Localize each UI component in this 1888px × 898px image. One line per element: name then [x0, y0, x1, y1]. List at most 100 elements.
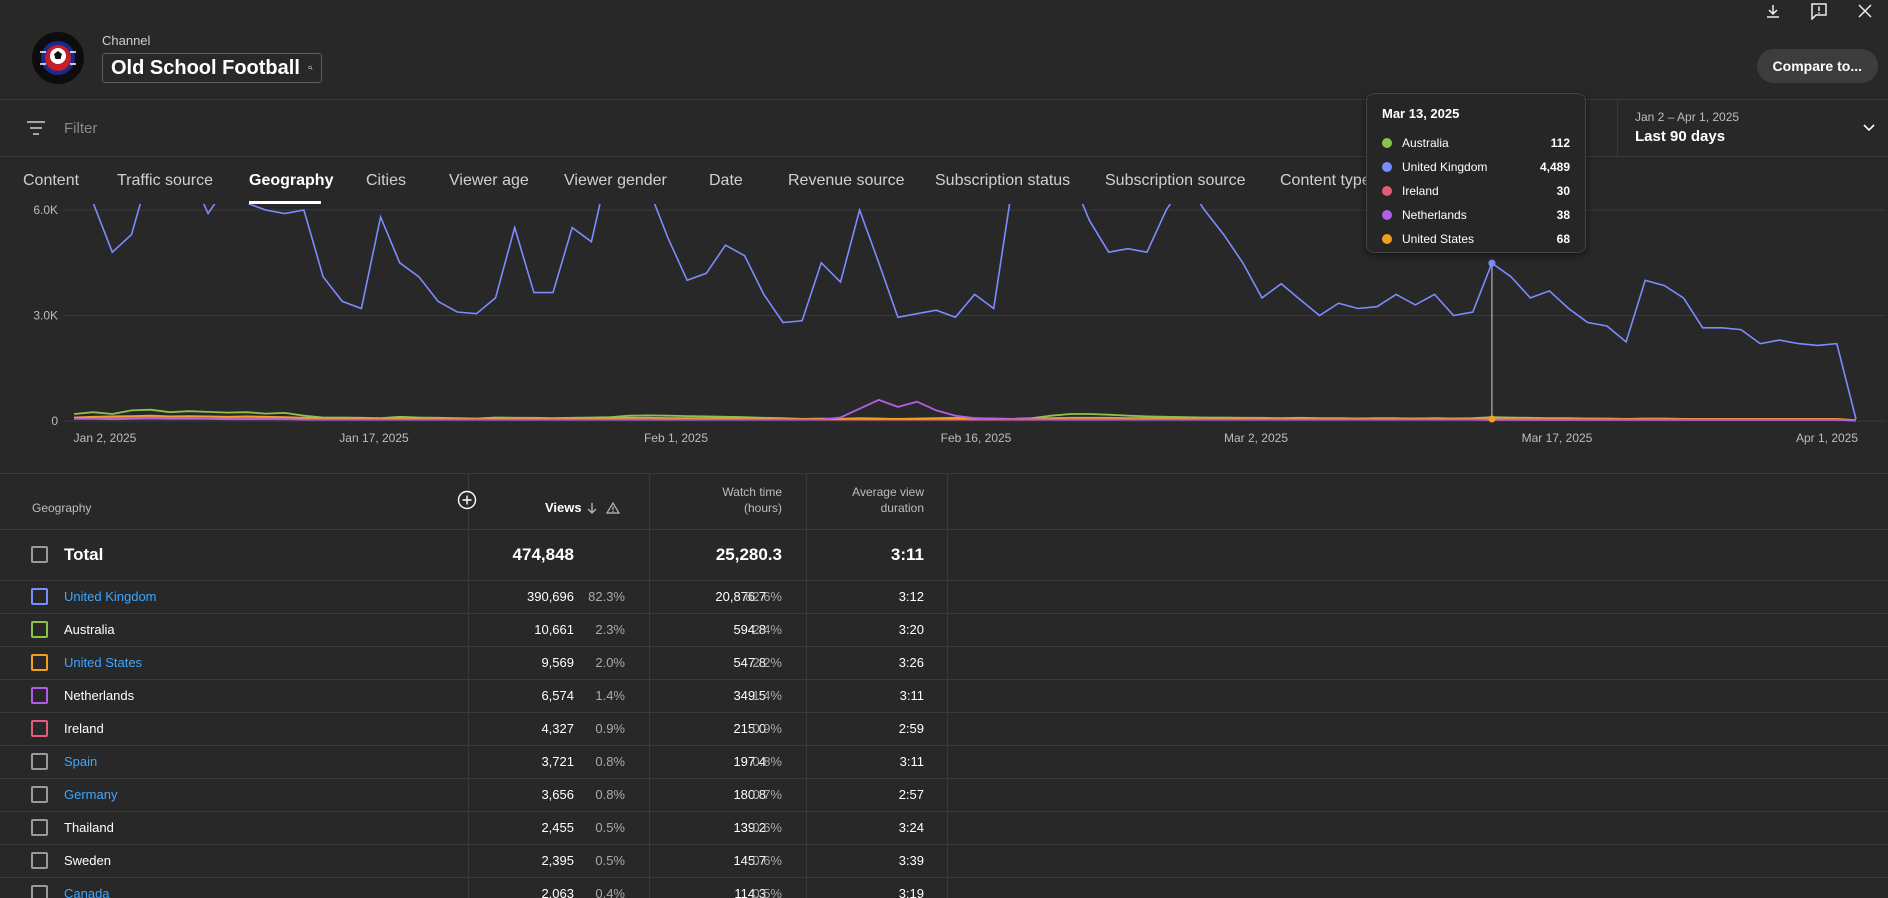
tab-date[interactable]: Date — [709, 172, 743, 189]
active-tab-indicator — [249, 201, 321, 204]
row-avg-duration: 3:39 — [898, 853, 924, 868]
tooltip-value: 30 — [1556, 184, 1570, 198]
tab-cities[interactable]: Cities — [366, 172, 407, 189]
channel-selector[interactable]: Old School Football — [102, 53, 322, 83]
views-line-chart[interactable]: 0 3.0K 6.0K Jan 2, 2025 Jan 17, 2025 Feb 1, 2… — [0, 204, 1888, 454]
channel-avatar[interactable] — [32, 32, 84, 84]
tooltip-row: Australia 112 — [1382, 131, 1570, 155]
row-watch-percent: 0.6% — [752, 820, 782, 835]
row-country: Australia — [64, 622, 115, 637]
x-tick-label: Mar 17, 2025 — [1522, 431, 1593, 445]
header-views[interactable]: Views — [545, 500, 582, 515]
football-logo-icon — [32, 32, 84, 84]
row-checkbox[interactable] — [31, 588, 48, 605]
row-country[interactable]: Canada — [64, 886, 110, 898]
header-geography[interactable]: Geography — [32, 501, 92, 515]
row-checkbox[interactable] — [31, 786, 48, 803]
tooltip-value: 38 — [1556, 208, 1570, 222]
row-avg-duration: 3:26 — [898, 655, 924, 670]
tab-content-type[interactable]: Content type — [1280, 172, 1371, 189]
feedback-button[interactable] — [1796, 0, 1842, 22]
header-average-view-duration[interactable]: Average view duration — [852, 484, 924, 516]
row-country[interactable]: United Kingdom — [64, 589, 157, 604]
row-avg-duration: 3:12 — [898, 589, 924, 604]
total-checkbox[interactable] — [31, 546, 48, 563]
tooltip-country: United States — [1402, 232, 1475, 246]
row-checkbox[interactable] — [31, 687, 48, 704]
row-views-percent: 82.3% — [588, 589, 625, 604]
series-color-dot — [1382, 210, 1392, 220]
table-row: Spain 3,721 0.8% 197.4 0.8% 3:11 — [0, 745, 1888, 778]
tooltip-country: Netherlands — [1402, 208, 1467, 222]
tab-geography[interactable]: Geography — [249, 172, 334, 189]
row-country: Thailand — [64, 820, 114, 835]
row-checkbox[interactable] — [31, 852, 48, 869]
chart-tooltip: Mar 13, 2025 Australia 112 United Kingdom 4… — [1366, 93, 1586, 253]
chevron-down-icon — [1863, 124, 1875, 132]
series-color-dot — [1382, 234, 1392, 244]
x-tick-label: Jan 2, 2025 — [74, 431, 137, 445]
row-avg-duration: 3:11 — [899, 754, 924, 769]
channel-label: Channel — [102, 33, 151, 48]
table-row: United States 9,569 2.0% 547.8 2.2% 3:26 — [0, 646, 1888, 679]
add-column-icon[interactable] — [457, 490, 477, 510]
row-watch-time: 20,876.7 — [715, 589, 766, 604]
table-row: Netherlands 6,574 1.4% 349.5 1.4% 3:11 — [0, 679, 1888, 712]
row-checkbox[interactable] — [31, 753, 48, 770]
table-row: Australia 10,661 2.3% 594.8 2.4% 3:20 — [0, 613, 1888, 646]
tab-subscription-status[interactable]: Subscription status — [935, 172, 1071, 189]
y-tick-label: 3.0K — [33, 309, 58, 323]
filter-input[interactable]: Filter — [64, 120, 98, 137]
row-country[interactable]: Spain — [64, 754, 98, 769]
close-icon — [1858, 4, 1872, 18]
row-checkbox[interactable] — [31, 720, 48, 737]
row-country[interactable]: United States — [64, 655, 143, 670]
series-line-united-kingdom — [92, 204, 1857, 420]
tooltip-row: United Kingdom 4,489 — [1382, 155, 1570, 179]
tab-traffic-source[interactable]: Traffic source — [117, 172, 214, 189]
download-button[interactable] — [1750, 0, 1796, 22]
table-row: Ireland 4,327 0.9% 215.0 0.9% 2:59 — [0, 712, 1888, 745]
date-range-picker[interactable]: Jan 2 – Apr 1, 2025 Last 90 days — [1617, 101, 1888, 157]
series-line-netherlands — [74, 398, 1857, 422]
tab-viewer-age[interactable]: Viewer age — [449, 172, 529, 189]
row-watch-time: 197.4 — [733, 754, 766, 769]
series-line-united-states — [73, 414, 1857, 422]
row-views: 2,455 — [541, 820, 574, 835]
tooltip-country: United Kingdom — [1402, 160, 1488, 174]
row-views-percent: 0.9% — [595, 721, 625, 736]
tooltip-country: Ireland — [1402, 184, 1439, 198]
row-checkbox[interactable] — [31, 654, 48, 671]
compare-button[interactable]: Compare to... — [1756, 49, 1878, 83]
row-views: 390,696 — [527, 589, 574, 604]
row-country[interactable]: Germany — [64, 787, 118, 802]
row-country: Sweden — [64, 853, 111, 868]
header-watch-time[interactable]: Watch time (hours) — [722, 484, 782, 516]
window-actions — [1750, 0, 1888, 22]
geography-table: Geography Views Watch time (hours) Avera… — [0, 473, 1888, 898]
row-checkbox[interactable] — [31, 819, 48, 836]
row-views-percent: 2.3% — [595, 622, 625, 637]
row-watch-percent: 1.4% — [752, 688, 782, 703]
arrow-down-icon[interactable] — [586, 502, 598, 514]
tab-content[interactable]: Content — [23, 172, 80, 189]
row-avg-duration: 3:24 — [898, 820, 924, 835]
y-tick-label: 6.0K — [33, 204, 58, 217]
channel-name: Old School Football — [111, 56, 300, 79]
table-row: Germany 3,656 0.8% 180.8 0.7% 2:57 — [0, 778, 1888, 811]
row-views-percent: 0.5% — [595, 820, 625, 835]
x-tick-label: Feb 1, 2025 — [644, 431, 708, 445]
close-button[interactable] — [1842, 0, 1888, 22]
tab-subscription-source[interactable]: Subscription source — [1105, 172, 1246, 189]
row-checkbox[interactable] — [31, 885, 48, 898]
column-divider — [947, 474, 948, 898]
header-avg-line1: Average view — [852, 485, 924, 499]
x-tick-label: Feb 16, 2025 — [941, 431, 1012, 445]
filter-icon[interactable] — [27, 121, 45, 135]
tab-revenue-source[interactable]: Revenue source — [788, 172, 905, 189]
tab-viewer-gender[interactable]: Viewer gender — [564, 172, 667, 189]
warning-icon[interactable] — [606, 502, 620, 514]
row-checkbox[interactable] — [31, 621, 48, 638]
hover-point — [1488, 415, 1496, 423]
tooltip-row: United States 68 — [1382, 227, 1570, 251]
